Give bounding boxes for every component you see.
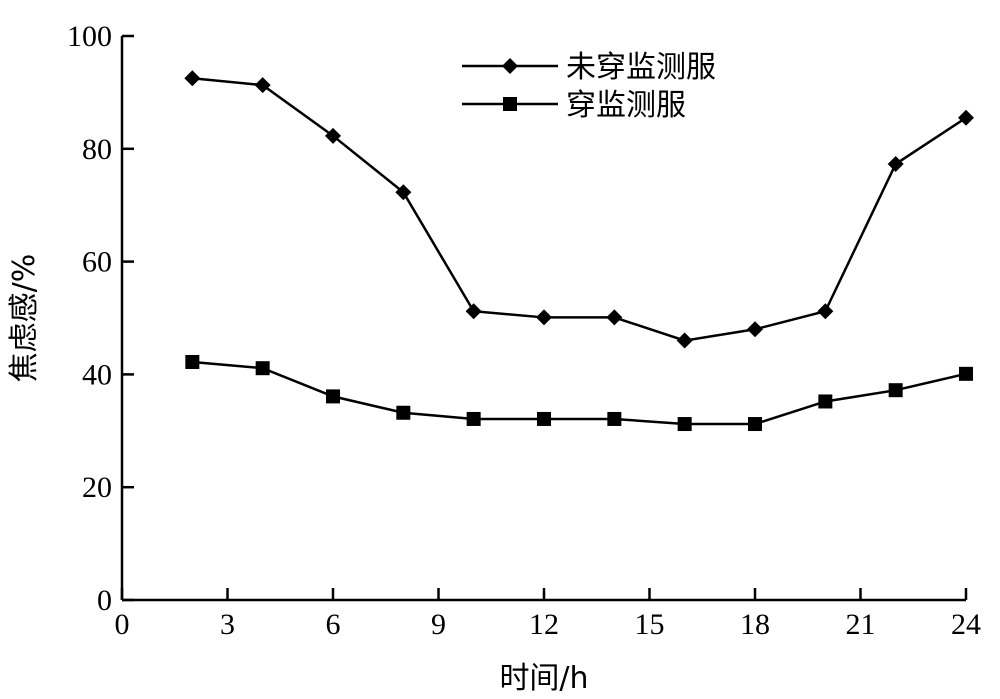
y-tick-label-5: 100 [67, 20, 112, 53]
series-1-point-0 [185, 354, 200, 369]
series-0-point-6 [606, 309, 623, 326]
series-1-point-9 [818, 394, 833, 409]
series-1-point-7 [677, 417, 692, 432]
x-tick-label-2: 6 [326, 608, 341, 641]
x-axis-title: 时间/h [499, 661, 588, 696]
x-tick-label-0: 0 [115, 608, 130, 641]
x-tick-label-1: 3 [220, 608, 235, 641]
series-0-point-8 [747, 321, 763, 338]
y-tick-label-3: 60 [82, 246, 112, 279]
series-0-point-10 [887, 156, 904, 173]
series-0-point-3 [395, 184, 412, 201]
series-1-point-3 [396, 405, 411, 420]
series-0-point-7 [676, 332, 693, 349]
x-tick-label-5: 15 [635, 608, 665, 641]
series-1-point-4 [466, 411, 481, 426]
series-1-line [192, 360, 967, 426]
x-tick-label-7: 21 [846, 608, 876, 641]
series-1-point-2 [326, 389, 340, 404]
y-tick-label-4: 80 [82, 133, 112, 166]
series-1-point-11 [959, 366, 973, 381]
series-1-point-6 [607, 411, 622, 426]
x-tick-label-8: 24 [951, 608, 981, 641]
y-tick-label-0: 0 [97, 584, 112, 617]
series-0-line [192, 77, 967, 342]
legend-marker-0 [502, 58, 518, 74]
series-0-point-11 [958, 109, 974, 126]
series-1-point-1 [255, 361, 270, 376]
series-1-point-5 [537, 411, 551, 426]
series-1-point-8 [748, 417, 762, 432]
series-0-point-4 [465, 303, 482, 320]
series-layer [184, 70, 974, 432]
y-tick-label-2: 40 [82, 358, 112, 391]
series-0-point-1 [254, 77, 271, 94]
series-1 [185, 354, 973, 432]
ticks: 0 3 6 9 12 15 18 21 24 0 20 40 60 80 100 [67, 20, 981, 641]
x-tick-label-3: 9 [431, 608, 446, 641]
series-0-point-5 [536, 309, 552, 326]
legend-marker-1 [503, 97, 517, 111]
x-tick-label-4: 12 [529, 608, 559, 641]
series-0 [184, 70, 974, 349]
series-0-point-2 [325, 127, 341, 144]
series-1-point-10 [888, 383, 903, 398]
legend-label-0: 未穿监测服 [566, 50, 716, 85]
legend-label-1: 穿监测服 [566, 88, 686, 123]
x-tick-label-6: 18 [740, 608, 770, 641]
y-axis-title: 焦虑感/% [7, 254, 42, 383]
series-0-point-9 [817, 303, 834, 320]
y-tick-label-1: 20 [82, 471, 112, 504]
series-0-point-0 [184, 70, 201, 87]
